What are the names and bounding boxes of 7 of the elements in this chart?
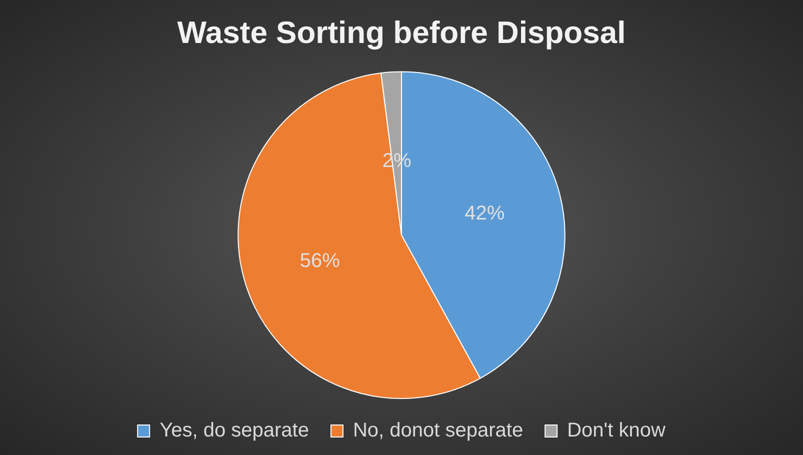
legend-label: No, donot separate [352,420,524,442]
data-label: 42% [464,202,505,224]
legend-label: Don't know [567,420,666,442]
data-label: 56% [300,250,340,272]
data-label: 2% [382,150,412,172]
chart-title: Waste Sorting before Disposal [177,15,626,50]
legend-label: Yes, do separate [160,420,309,442]
